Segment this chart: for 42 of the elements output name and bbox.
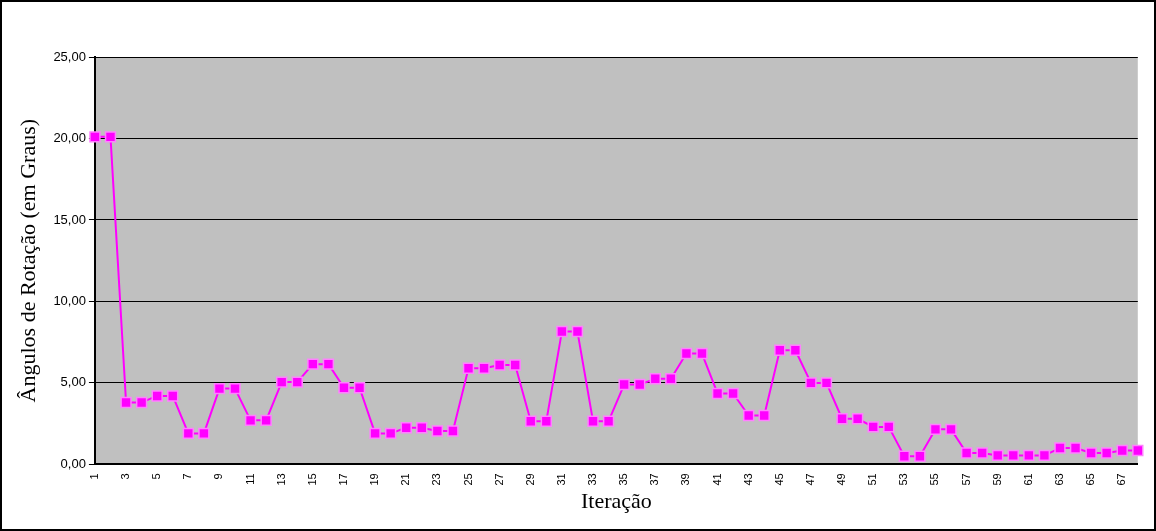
x-tick-label: 3 xyxy=(119,473,132,480)
x-tick-label: 55 xyxy=(928,473,941,486)
x-tick-label: 19 xyxy=(368,473,381,486)
x-tick-label: 23 xyxy=(430,473,443,486)
x-tick-label: 17 xyxy=(337,473,350,486)
y-tick-label: 15,00 xyxy=(53,211,86,227)
x-tick-label: 65 xyxy=(1084,473,1097,486)
x-axis-title: Iteração xyxy=(580,487,652,513)
x-tick-label: 21 xyxy=(399,473,412,486)
y-tick-label: 0,00 xyxy=(60,455,86,471)
y-tick-label: 5,00 xyxy=(60,374,86,390)
x-tick-label: 63 xyxy=(1053,473,1066,486)
y-axis-title: Ângulos de Rotação (em Graus) xyxy=(14,118,40,403)
x-tick-label: 7 xyxy=(181,473,194,480)
x-tick-label: 29 xyxy=(523,473,536,486)
x-tick-label: 13 xyxy=(274,473,287,486)
x-tick-label: 25 xyxy=(461,473,474,486)
x-tick-label: 31 xyxy=(554,473,567,486)
x-tick-label: 27 xyxy=(492,473,505,486)
x-tick-label: 41 xyxy=(710,473,723,486)
x-tick-label: 37 xyxy=(648,473,661,486)
y-tick-label: 10,00 xyxy=(53,293,86,308)
x-tick-label: 5 xyxy=(150,473,163,480)
x-tick-label: 43 xyxy=(741,473,754,486)
x-tick-label: 45 xyxy=(772,473,785,486)
x-tick-label: 49 xyxy=(835,473,848,486)
x-tick-label: 1 xyxy=(87,473,100,480)
y-tick-label: 25,00 xyxy=(53,48,86,64)
x-tick-label: 67 xyxy=(1115,473,1128,486)
x-tick-label: 47 xyxy=(803,473,816,486)
x-tick-label: 57 xyxy=(959,473,972,486)
x-tick-label: 39 xyxy=(679,473,692,486)
x-tick-label: 51 xyxy=(866,473,879,486)
x-tick-label: 15 xyxy=(305,473,318,486)
x-tick-label: 61 xyxy=(1021,473,1034,486)
x-tick-label: 11 xyxy=(243,473,256,485)
x-tick-label: 35 xyxy=(617,473,630,486)
x-tick-label: 33 xyxy=(586,473,599,486)
x-tick-label: 59 xyxy=(990,473,1003,486)
y-tick-label: 20,00 xyxy=(53,130,86,146)
x-tick-label: 53 xyxy=(897,473,910,486)
x-tick-label: 9 xyxy=(212,473,225,480)
